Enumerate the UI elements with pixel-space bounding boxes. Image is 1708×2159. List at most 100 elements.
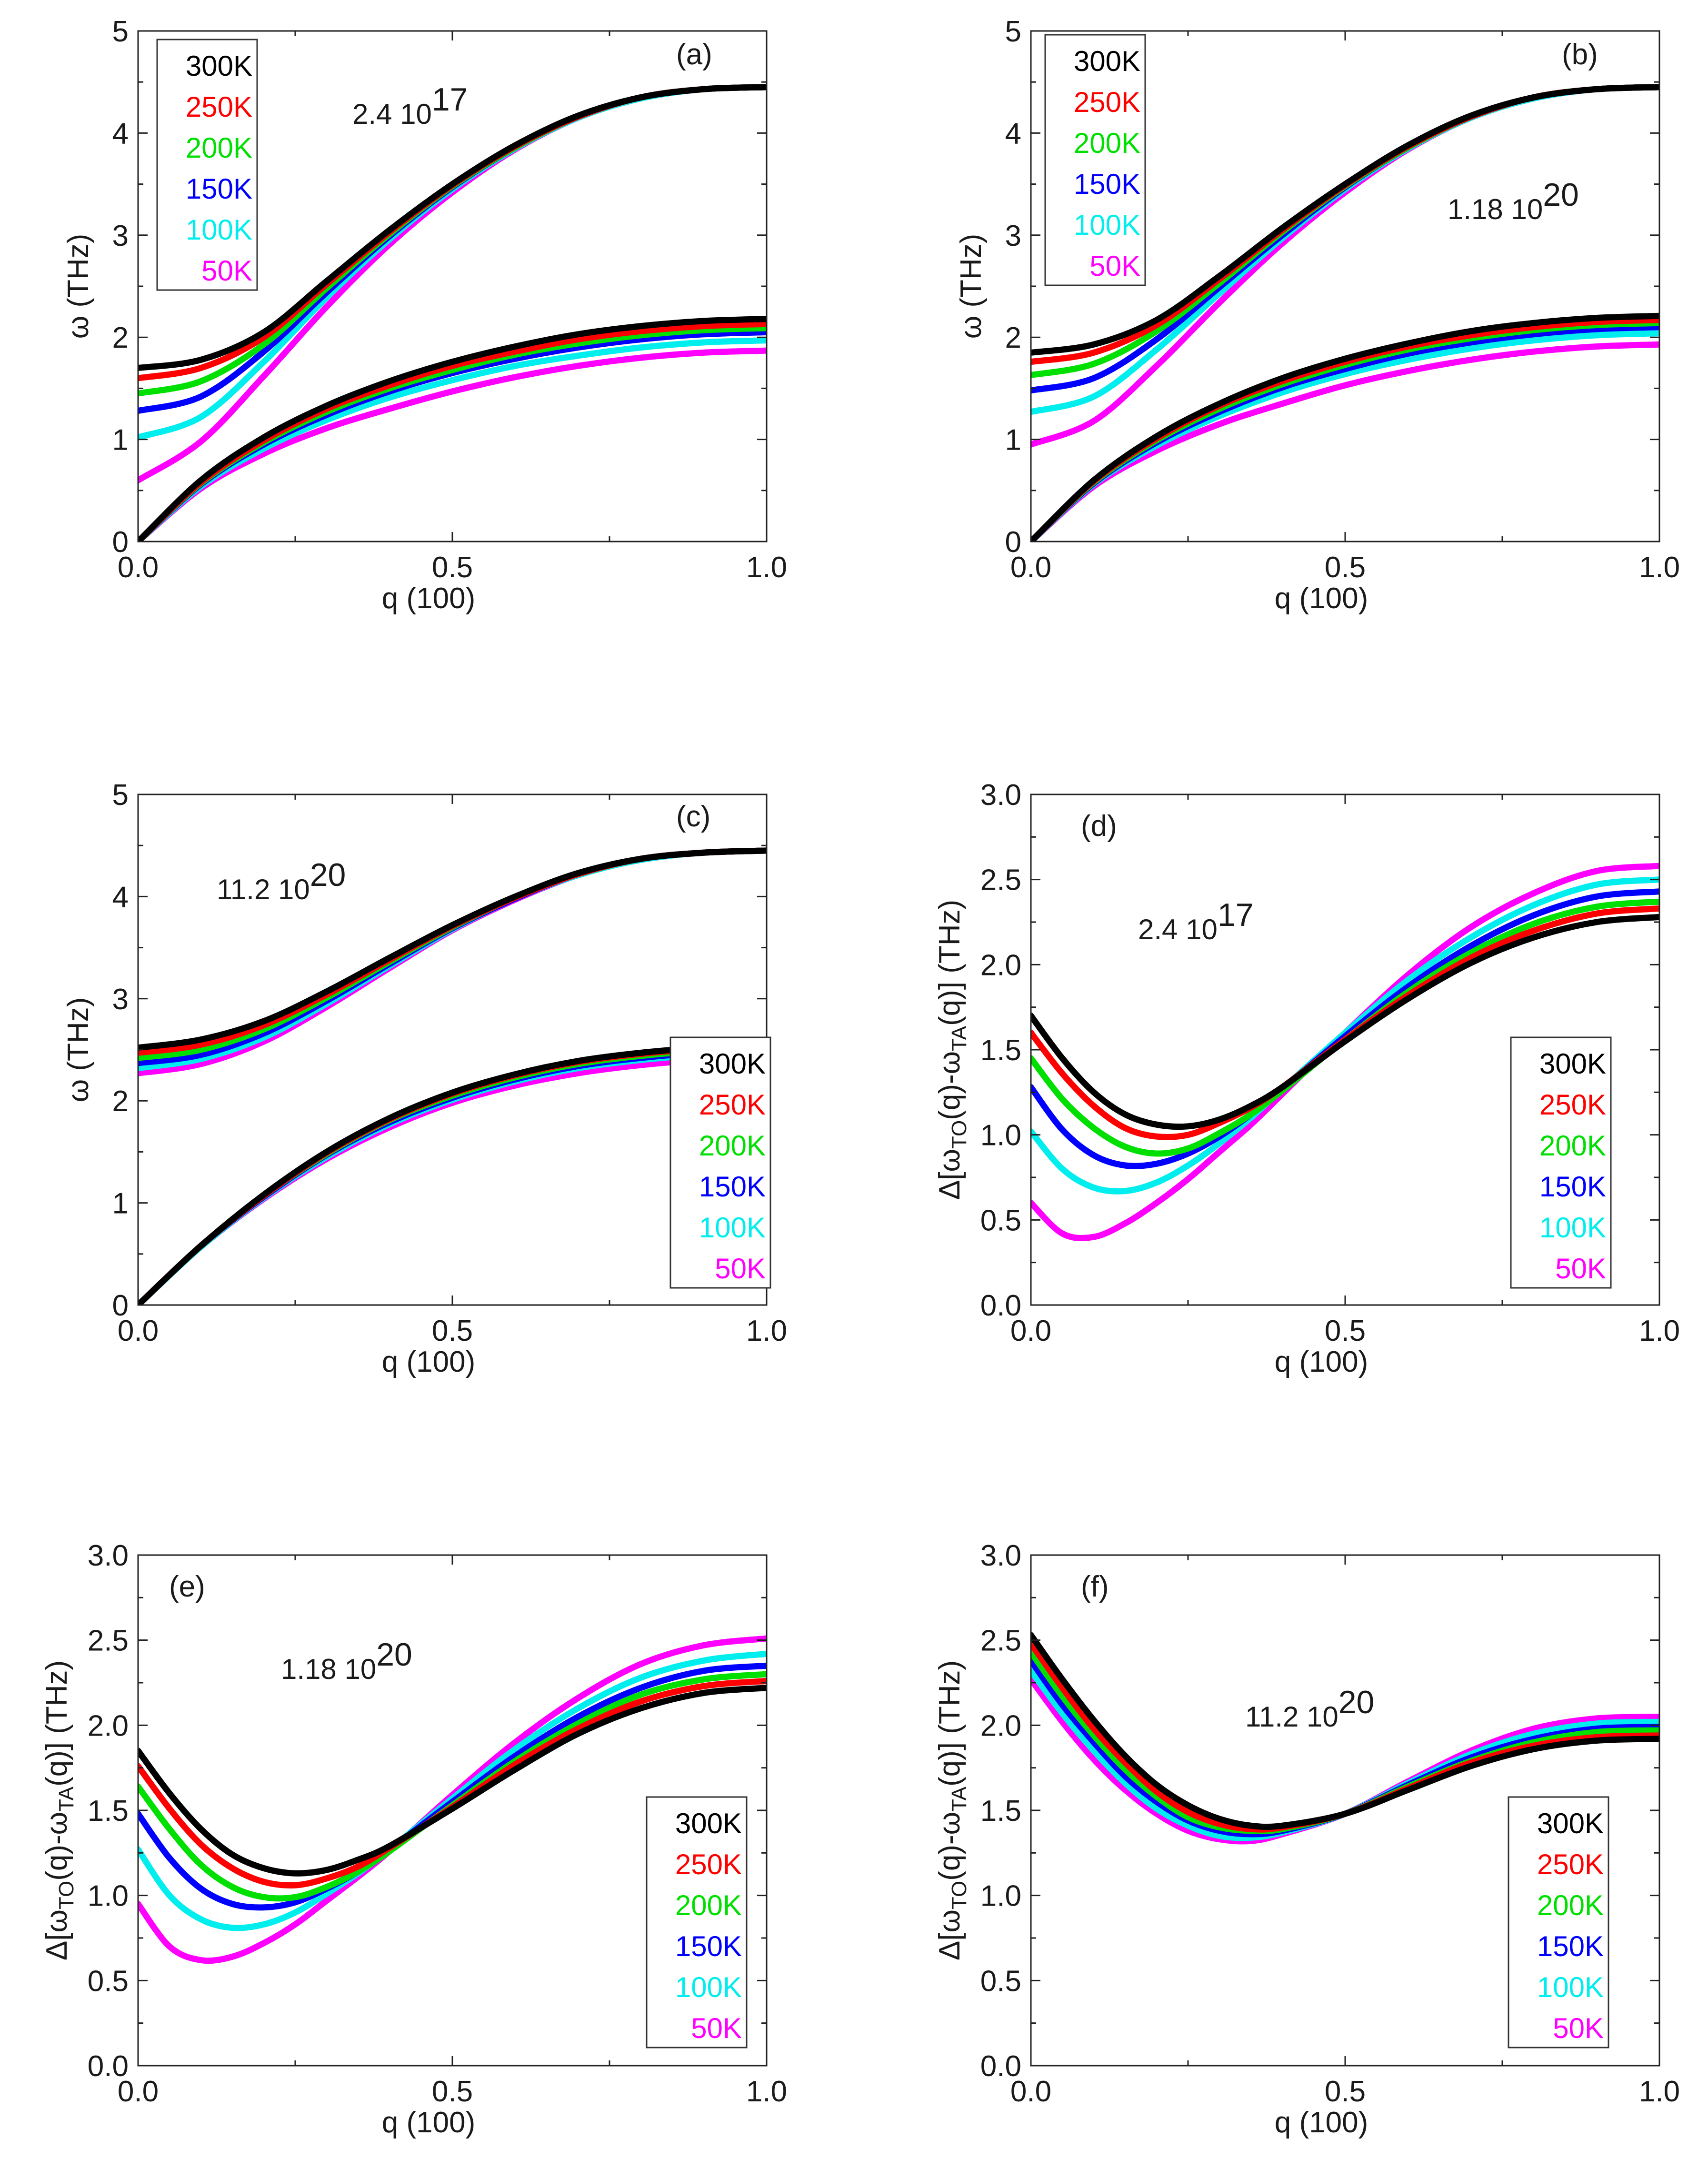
- y-tick-label: 2.0: [980, 949, 1021, 982]
- x-axis-label: q (100): [1275, 582, 1368, 615]
- y-tick-label: 2.5: [980, 864, 1021, 897]
- series-300K-ta-line: [138, 316, 767, 542]
- legend-box: [1510, 1036, 1612, 1289]
- curves: [138, 84, 767, 542]
- y-tick-label: 0.0: [980, 2050, 1021, 2083]
- y-tick-label: 1.5: [980, 1034, 1021, 1067]
- y-tick-label: 2.0: [980, 1709, 1021, 1742]
- legend-item-250K: 250K: [675, 1848, 742, 1880]
- legend-item-200K: 200K: [1074, 127, 1140, 159]
- panel-d: 0.0 0.5 1.0 0.0 0.5 1.0 1.5 2.0 2.5 3.0 q (100) Δ[ω…: [933, 779, 1680, 1378]
- x-tick-label: 1.0: [746, 1315, 787, 1347]
- panel-label: (b): [1562, 38, 1598, 71]
- legend: 300K 250K 200K 150K 100K 50K: [1508, 1796, 1609, 2049]
- series-300K-ta-line: [1031, 312, 1659, 542]
- density-label: 1.18 1020: [281, 1637, 412, 1685]
- y-tick-label: 4: [112, 881, 129, 914]
- series-200K-line: [138, 1671, 767, 1902]
- legend-item-150K: 150K: [186, 173, 252, 205]
- x-axis-label: q (100): [1275, 2106, 1368, 2139]
- x-tick-label: 0.5: [432, 1315, 473, 1347]
- legend-item-300K: 300K: [1537, 1808, 1604, 1839]
- legend: 300K 250K 200K 150K 100K 50K: [156, 39, 258, 291]
- legend-item-50K: 50K: [201, 255, 252, 287]
- y-tick-label: 2.5: [980, 1625, 1021, 1657]
- panel-f: 0.0 0.5 1.0 0.0 0.5 1.0 1.5 2.0 2.5 3.0 q (100) Δ[ω…: [933, 1539, 1680, 2139]
- y-tick-label: 4: [112, 117, 129, 150]
- density-base: 11.2 10: [1245, 1701, 1338, 1733]
- legend-item-300K: 300K: [1074, 45, 1140, 77]
- y-axis-label: Δ[ωTO(q)-ωTA(q)] (THz): [933, 900, 971, 1200]
- y-axis-label-part: (q)] (THz): [933, 1660, 966, 1787]
- curves: [1031, 84, 1659, 542]
- legend: 300K 250K 200K 150K 100K 50K: [1044, 34, 1146, 286]
- series-300K-line: [1031, 1632, 1659, 1830]
- legend-item-250K: 250K: [699, 1089, 766, 1121]
- y-tick-label: 3.0: [88, 1539, 129, 1572]
- y-tick-label: 3.0: [980, 779, 1021, 812]
- density-label: 2.4 1017: [352, 81, 468, 130]
- x-axis-label: q (100): [382, 2106, 475, 2139]
- y-tick-label: 2: [1005, 321, 1021, 354]
- y-tick-label: 1.0: [980, 1119, 1021, 1152]
- legend-box: [669, 1036, 771, 1289]
- legend-item-150K: 150K: [699, 1171, 766, 1203]
- x-tick-label: 0.5: [432, 2075, 473, 2108]
- legend-item-50K: 50K: [691, 2012, 742, 2044]
- x-tick-label: 0.5: [1325, 1315, 1366, 1347]
- y-axis-label-part: (q)] (THz): [40, 1660, 73, 1787]
- density-exponent: 20: [1338, 1684, 1375, 1720]
- x-axis-label: q (100): [1275, 1346, 1368, 1378]
- y-axis-label-part: Δ[ω: [933, 1909, 966, 1960]
- legend-item-200K: 200K: [675, 1889, 742, 1921]
- y-tick-label: 0.0: [88, 2050, 129, 2083]
- series-300K-line: [1031, 914, 1659, 1130]
- x-axis-label: q (100): [382, 1346, 475, 1378]
- legend-item-150K: 150K: [1539, 1171, 1606, 1203]
- series-50K-ta-line: [1031, 341, 1659, 542]
- y-tick-label: 1: [112, 424, 129, 457]
- y-tick-label: 0.5: [980, 1204, 1021, 1237]
- x-tick-label: 0.0: [1010, 551, 1051, 584]
- y-tick-label: 0.0: [980, 1289, 1021, 1322]
- y-tick-label: 1.0: [88, 1880, 129, 1913]
- y-tick-label: 2: [112, 1085, 129, 1118]
- series-300K-ta-line: [138, 1042, 767, 1305]
- series-300K-line: [138, 1685, 767, 1877]
- density-label: 11.2 1020: [217, 857, 346, 905]
- density-label: 11.2 1020: [1245, 1684, 1374, 1733]
- density-exponent: 17: [432, 81, 468, 118]
- x-tick-label: 0.0: [118, 1315, 159, 1347]
- y-tick-label: 0.5: [980, 1965, 1021, 1998]
- y-tick-label: 0.5: [88, 1965, 129, 1998]
- density-exponent: 20: [376, 1637, 412, 1673]
- density-exponent: 20: [310, 857, 346, 893]
- y-tick-label: 3: [1005, 220, 1021, 252]
- density-label: 1.18 1020: [1448, 177, 1579, 225]
- legend-item-50K: 50K: [715, 1253, 766, 1285]
- legend-item-300K: 300K: [1539, 1048, 1606, 1080]
- y-tick-label: 1: [1005, 424, 1021, 457]
- y-tick-label: 1: [112, 1187, 129, 1220]
- x-tick-label: 1.0: [1639, 1315, 1680, 1347]
- series-300K-to-line: [138, 847, 767, 1051]
- series-300K-to-line: [1031, 84, 1659, 356]
- density-base: 1.18 10: [281, 1653, 376, 1685]
- y-tick-label: 5: [112, 779, 129, 812]
- x-tick-label: 0.0: [118, 2075, 159, 2108]
- y-axis-label-part: Δ[ω: [933, 1149, 966, 1200]
- legend: 300K 250K 200K 150K 100K 50K: [646, 1796, 748, 2049]
- y-axis-label-part: TO: [948, 1120, 971, 1149]
- y-tick-label: 3.0: [980, 1539, 1021, 1572]
- legend-item-100K: 100K: [186, 214, 252, 246]
- legend-item-50K: 50K: [1553, 2012, 1604, 2044]
- density-exponent: 20: [1543, 177, 1579, 213]
- legend-box: [646, 1796, 748, 2049]
- curves: [138, 1635, 767, 1964]
- y-tick-label: 5: [1005, 15, 1021, 48]
- x-tick-label: 1.0: [746, 551, 787, 584]
- panel-e: 0.0 0.5 1.0 0.0 0.5 1.0 1.5 2.0 2.5 3.0 q (100) Δ[ω…: [40, 1539, 787, 2139]
- y-tick-label: 1.5: [88, 1795, 129, 1828]
